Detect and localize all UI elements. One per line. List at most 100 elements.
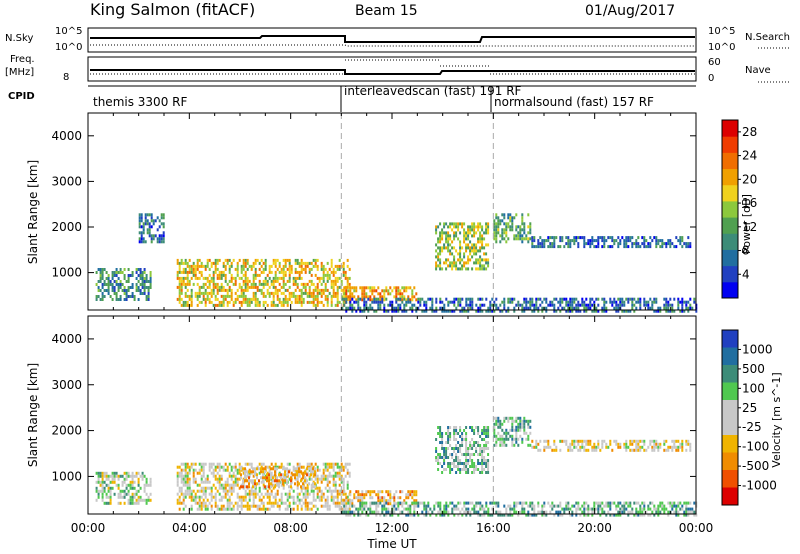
freq-tick: 8 <box>63 72 69 83</box>
velocity-region-4 <box>435 426 490 474</box>
plot-title: King Salmon (fitACF) <box>90 0 255 19</box>
velocity-colorbar-swatch-9 <box>722 487 738 506</box>
power-colorbar-swatch-7 <box>722 168 738 186</box>
velocity-colorbar-swatch-5 <box>722 417 738 436</box>
velocity-colorbar-tick-label-3: 25 <box>742 401 757 415</box>
power-colorbar-swatch-10 <box>722 120 738 137</box>
date-label: 01/Aug/2017 <box>585 3 675 19</box>
velocity-ytick-label-2: 3000 <box>51 378 82 392</box>
nave-label: Nave <box>745 65 771 76</box>
power-region-6 <box>531 236 692 249</box>
nsearch-tick-top: 10^5 <box>708 26 735 37</box>
power-colorbar-swatch-0 <box>722 281 738 299</box>
velocity-colorbar-tick-label-7: -1000 <box>742 479 777 493</box>
velocity-colorbar-swatch-2 <box>722 365 738 383</box>
power-colorbar-tick-label-4: 20 <box>742 172 757 186</box>
power-colorbar-tick-label-3: 16 <box>742 196 757 210</box>
nsky-panel-frame <box>87 27 697 53</box>
velocity-colorbar-swatch-4 <box>722 400 738 418</box>
power-colorbar-frame <box>721 119 739 299</box>
power-ytick-label-0: 1000 <box>51 266 82 280</box>
velocity-data-cells <box>95 416 698 517</box>
power-colorbar-tick-label-0: 4 <box>742 267 750 281</box>
velocity-colorbar-tick-label-2: 100 <box>742 381 765 395</box>
power-colorbar-swatch-1 <box>722 265 738 283</box>
power-region-2 <box>176 258 351 307</box>
velocity-colorbar-tick-label-4: -25 <box>742 420 762 434</box>
velocity-region-2 <box>240 467 316 489</box>
nsky-trace <box>90 35 695 43</box>
cpid-label: CPID <box>8 91 35 102</box>
velocity-colorbar-tick-label-5: -100 <box>742 440 769 454</box>
power-panel: Slant Range [km] Power [dB] 1000 2000 3000… <box>26 112 757 313</box>
xtick-label-6: 00:00 <box>679 521 714 535</box>
power-colorbar-swatch-4 <box>722 217 738 234</box>
velocity-region-6 <box>531 439 692 452</box>
power-ylabel: Slant Range [km] <box>26 160 40 264</box>
xaxis-label: Time UT <box>366 537 417 551</box>
power-data-cells <box>95 213 698 313</box>
nsearch-tick-bottom: 10^0 <box>708 42 735 53</box>
freq-panel-frame <box>87 56 697 82</box>
velocity-colorbar-swatch-3 <box>722 382 738 401</box>
velocity-colorbar: 1000 500 100 25 -25 -100 -500 -1000 <box>721 329 777 506</box>
velocity-plot-frame <box>87 315 697 515</box>
power-colorbar: 4 8 12 16 20 24 28 <box>721 119 757 299</box>
nave-tick-bottom: 0 <box>708 73 714 84</box>
xtick-label-2: 08:00 <box>273 521 308 535</box>
velocity-colorbar-tick-label-6: -500 <box>742 459 769 473</box>
nsearch-trace <box>90 44 695 47</box>
velocity-ytick-label-1: 2000 <box>51 424 82 438</box>
xtick-label-4: 16:00 <box>476 521 511 535</box>
power-colorbar-tick-label-5: 24 <box>742 149 757 163</box>
power-colorbar-tick-label-6: 28 <box>742 125 757 139</box>
xtick-label-0: 00:00 <box>71 521 106 535</box>
power-ytick-label-1: 2000 <box>51 220 82 234</box>
velocity-colorbar-tick-label-0: 1000 <box>742 342 773 356</box>
power-ytick-label-3: 4000 <box>51 129 82 143</box>
freq-unit: [MHz] <box>5 67 34 78</box>
velocity-region-1 <box>176 462 351 511</box>
beam-label: Beam 15 <box>355 3 418 19</box>
velocity-region-7 <box>341 501 698 517</box>
power-region-0 <box>95 268 152 301</box>
power-colorbar-swatch-3 <box>722 233 738 250</box>
velocity-colorbar-label: Velocity [m s^-1] <box>770 372 783 467</box>
xtick-label-1: 04:00 <box>172 521 207 535</box>
nsky-label: N.Sky <box>5 33 33 44</box>
velocity-ylabel: Slant Range [km] <box>26 363 40 467</box>
velocity-panel: Slant Range [km] Velocity [m s^-1] Time … <box>26 315 783 551</box>
power-colorbar-tick-label-2: 12 <box>742 220 757 234</box>
power-region-4 <box>435 222 490 271</box>
power-colorbar-label: Power [dB] <box>740 194 753 254</box>
velocity-colorbar-swatch-0 <box>722 330 738 348</box>
nsky-tick-bottom: 10^0 <box>55 42 82 53</box>
power-ytick-label-2: 3000 <box>51 174 82 188</box>
power-colorbar-swatch-6 <box>722 184 738 202</box>
velocity-region-0 <box>95 471 152 505</box>
velocity-ytick-label-3: 4000 <box>51 332 82 346</box>
power-colorbar-swatch-5 <box>722 200 738 218</box>
power-colorbar-swatch-2 <box>722 249 738 267</box>
velocity-colorbar-frame <box>721 329 739 506</box>
nave-tick-top: 60 <box>708 57 721 68</box>
power-colorbar-swatch-9 <box>722 136 738 153</box>
velocity-colorbar-tick-label-1: 500 <box>742 362 765 376</box>
power-colorbar-swatch-8 <box>722 152 738 170</box>
cpid-segment-1: themis 3300 RF <box>93 95 187 109</box>
nsearch-label: N.Search <box>745 32 790 43</box>
velocity-colorbar-swatch-1 <box>722 347 738 366</box>
cpid-segment-3: normalsound (fast) 157 RF <box>494 95 654 109</box>
nsky-tick-top: 10^5 <box>55 26 82 37</box>
power-colorbar-tick-label-1: 8 <box>742 244 750 258</box>
velocity-region-5 <box>493 416 532 447</box>
freq-trace <box>90 69 695 75</box>
velocity-colorbar-swatch-8 <box>722 470 738 488</box>
velocity-colorbar-swatch-7 <box>722 452 738 471</box>
power-region-7 <box>341 297 698 313</box>
power-region-5 <box>493 213 532 244</box>
velocity-colorbar-swatch-6 <box>722 435 738 453</box>
power-region-1 <box>138 213 165 244</box>
xtick-label-5: 20:00 <box>577 521 612 535</box>
